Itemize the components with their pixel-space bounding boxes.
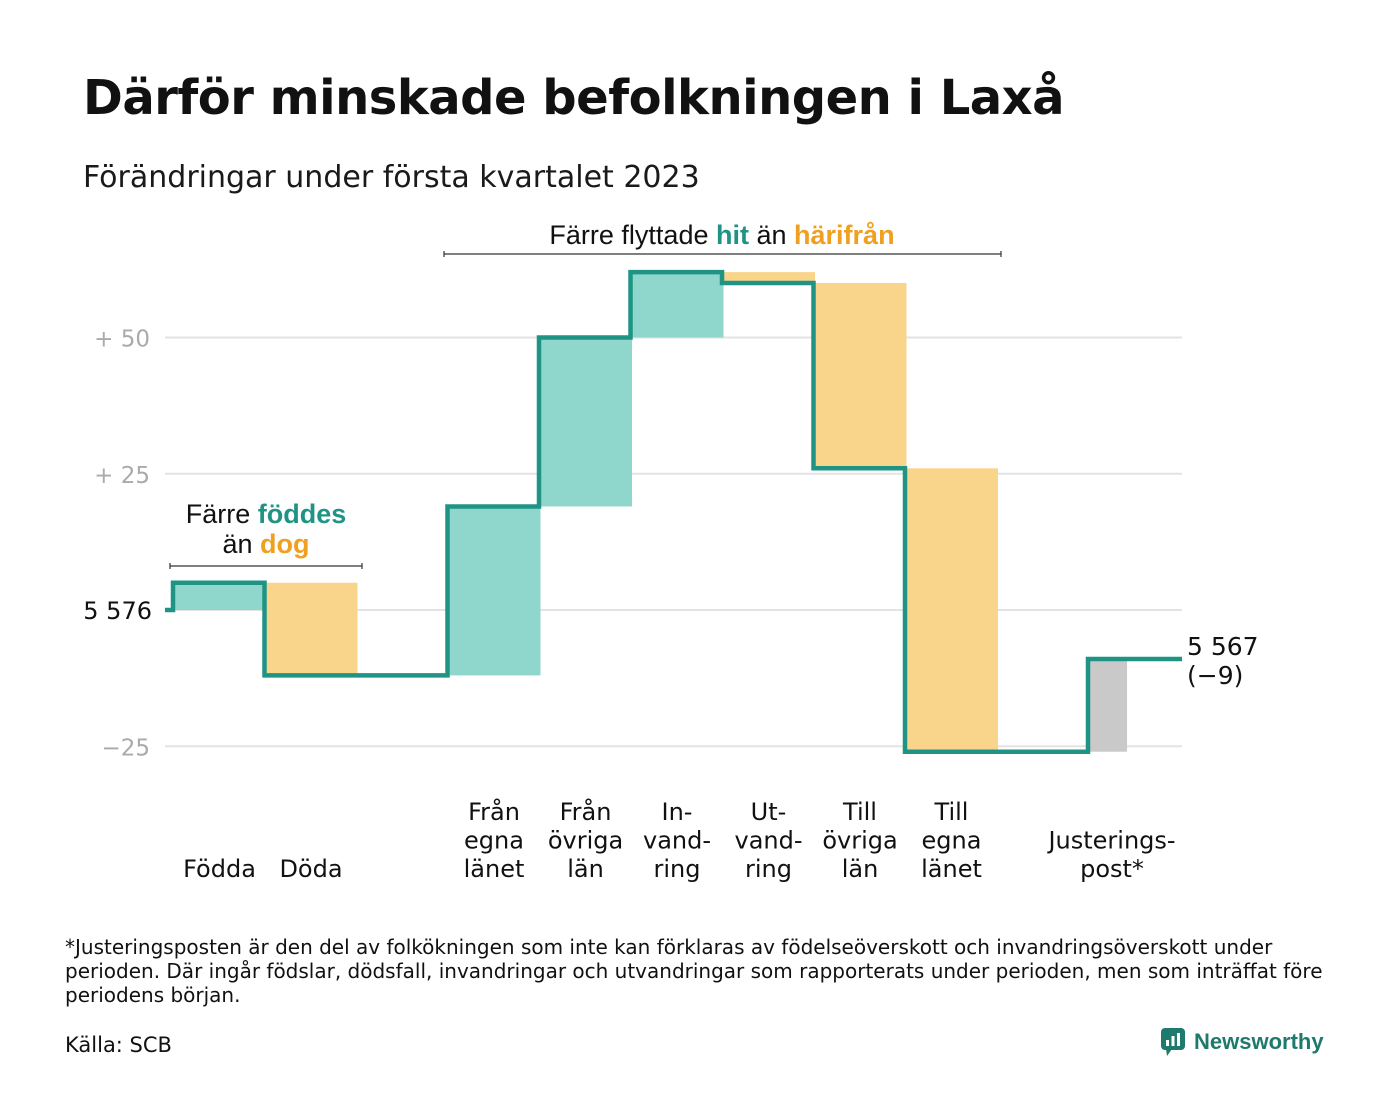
annotation-teal-text: hit: [716, 220, 749, 250]
category-label: ring: [654, 855, 701, 883]
category-label: In-: [662, 798, 693, 826]
bar-positive: [630, 272, 724, 338]
category-label: län: [567, 855, 604, 883]
end-value-label: 5 567: [1187, 632, 1259, 661]
bar-negative: [722, 272, 815, 283]
category-label: övriga: [548, 827, 623, 855]
category-label: egna: [922, 827, 982, 855]
annotation-plain-text: Färre flyttade: [549, 220, 716, 250]
category-label: länet: [921, 855, 982, 883]
bar-positive: [447, 506, 541, 676]
category-label: länet: [464, 855, 525, 883]
newsworthy-logo-icon: [1161, 1028, 1185, 1056]
category-label: Från: [468, 797, 520, 826]
category-label: Till: [842, 798, 877, 826]
annotation-text: Färre föddes: [186, 499, 347, 529]
category-label: övriga: [822, 827, 897, 855]
chart-title: Därför minskade befolkningen i Laxå: [83, 70, 1065, 126]
bar-positive: [539, 337, 632, 507]
y-tick-label: + 50: [94, 327, 150, 353]
category-label: vand-: [643, 827, 711, 855]
category-label: län: [842, 855, 879, 883]
annotation-orange-text: härifrån: [794, 220, 895, 250]
chart-subtitle: Förändringar under första kvartalet 2023: [83, 160, 700, 195]
annotation-plain-text: än: [222, 529, 260, 559]
bars: [173, 272, 1128, 752]
category-label: post*: [1080, 855, 1144, 883]
annotation-orange-text: dog: [260, 529, 309, 559]
category-label: Justerings-: [1046, 827, 1175, 855]
brand-name: Newsworthy: [1194, 1029, 1324, 1054]
bar-negative: [813, 283, 907, 469]
category-label: Ut-: [751, 798, 787, 826]
y-tick-label: −25: [101, 735, 150, 761]
category-label: vand-: [734, 827, 802, 855]
start-value-label: 5 576: [83, 597, 152, 625]
footnote: *Justeringsposten är den del av folkökni…: [65, 935, 1323, 1007]
category-label: Döda: [279, 855, 342, 883]
annotation-text: än dog: [222, 529, 309, 559]
annotation-text: Färre flyttade hit än härifrån: [549, 220, 894, 250]
level-step-line: [165, 269, 1182, 754]
gridlines: [165, 336, 1182, 748]
bar-negative: [905, 468, 998, 752]
annotation-plain-text: Färre: [186, 499, 258, 529]
annotation-plain-text: än: [749, 220, 794, 250]
category-label: Födda: [183, 855, 256, 883]
end-change-label: (−9): [1187, 661, 1243, 690]
category-label: Från: [560, 797, 612, 826]
y-tick-label: + 25: [94, 463, 150, 489]
bar-negative: [264, 582, 358, 676]
level-line: [165, 269, 1182, 754]
source-label: Källa: SCB: [65, 1033, 172, 1057]
brand-logo: Newsworthy: [1160, 1027, 1324, 1057]
category-label: egna: [464, 827, 524, 855]
category-label: ring: [745, 855, 792, 883]
bar-adjustment: [1088, 659, 1128, 752]
bar-positive: [173, 582, 266, 610]
category-label: Till: [934, 798, 969, 826]
annotation-teal-text: föddes: [258, 499, 347, 529]
